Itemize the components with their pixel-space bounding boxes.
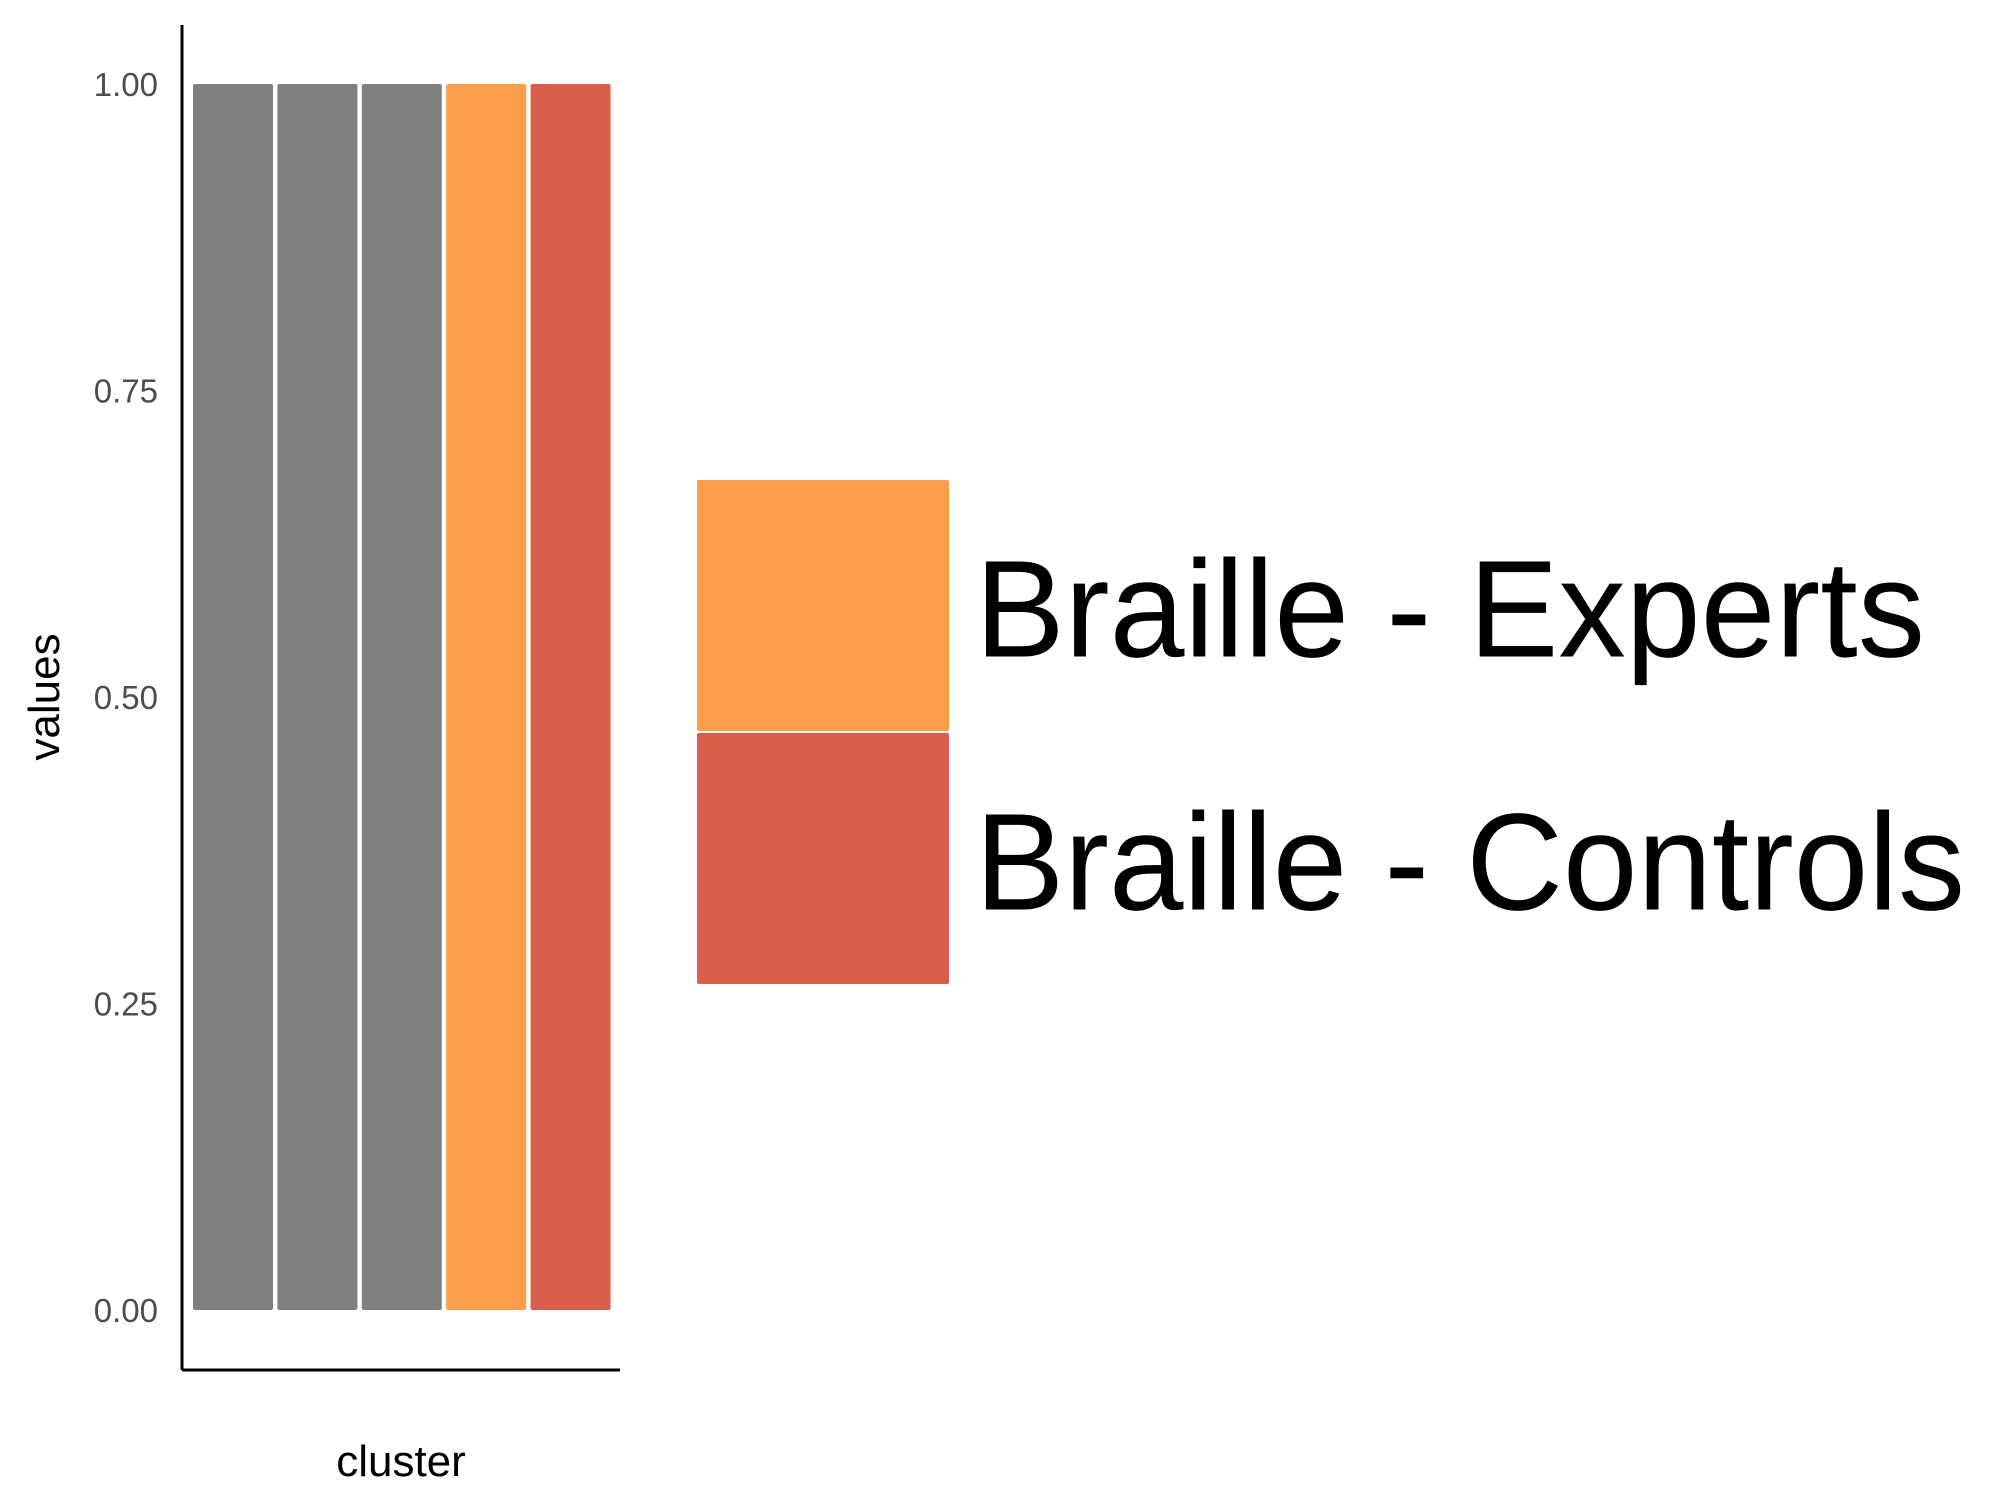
bar-1 <box>193 84 273 1310</box>
bar-4 <box>446 84 527 1310</box>
y-tick-label: 0.00 <box>94 1292 158 1329</box>
legend: Braille - Experts Braille - Controls <box>697 480 1965 984</box>
y-tick-label: 0.75 <box>94 373 158 410</box>
y-ticks-group: 0.00 0.25 0.50 0.75 1.00 <box>94 66 158 1329</box>
legend-key-1 <box>697 480 949 731</box>
bars-group <box>193 84 611 1310</box>
bar-2 <box>277 84 358 1310</box>
y-tick-label: 0.50 <box>94 679 158 716</box>
y-tick-label: 1.00 <box>94 66 158 103</box>
legend-key-2 <box>697 733 949 984</box>
bar-3 <box>361 84 442 1310</box>
legend-label-2: Braille - Controls <box>975 786 1965 940</box>
y-axis-title: values <box>20 633 69 760</box>
legend-label-1: Braille - Experts <box>975 533 1925 687</box>
x-axis-title: cluster <box>336 1437 466 1486</box>
bar-5 <box>530 84 611 1310</box>
y-tick-label: 0.25 <box>94 986 158 1023</box>
